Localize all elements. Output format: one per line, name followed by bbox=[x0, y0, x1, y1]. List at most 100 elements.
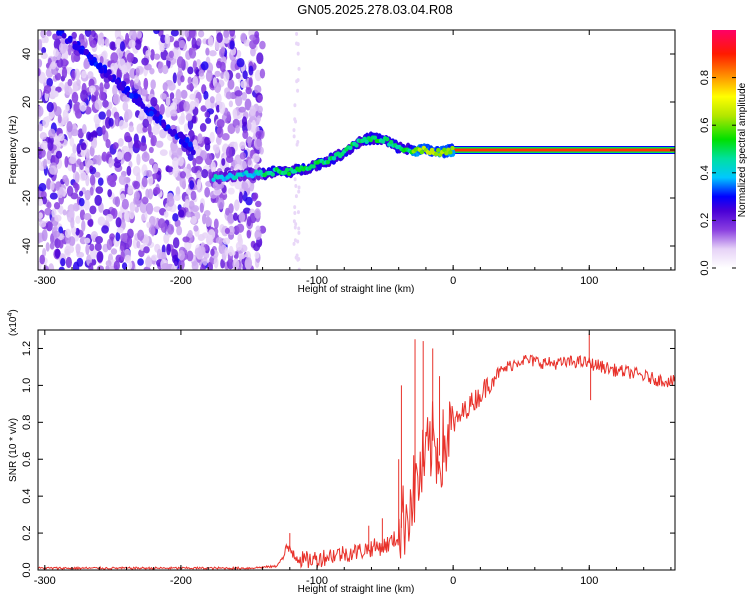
noise-blob bbox=[121, 198, 129, 210]
snr-x-tick-label: 0 bbox=[450, 575, 456, 587]
noise-blob bbox=[209, 96, 215, 104]
noise-blob bbox=[236, 57, 245, 68]
noise-blob bbox=[213, 144, 220, 154]
noise-blob bbox=[197, 30, 205, 38]
noise-blob bbox=[233, 212, 238, 221]
noise-blob bbox=[45, 242, 50, 252]
colorbar-tick-label: 0.8 bbox=[699, 70, 711, 85]
noise-blob bbox=[42, 158, 48, 170]
ridge-core bbox=[444, 151, 449, 156]
noise-blob bbox=[249, 105, 256, 116]
noise-blob bbox=[193, 225, 199, 232]
noise-blob bbox=[172, 48, 179, 60]
noise-blob bbox=[50, 61, 57, 70]
noise-blob bbox=[200, 105, 207, 112]
noise-blob bbox=[155, 140, 164, 148]
noise-blob bbox=[46, 221, 53, 232]
noise-blob bbox=[253, 242, 261, 252]
noise-blob bbox=[228, 100, 234, 108]
noise-blob bbox=[95, 235, 103, 244]
noise-blob bbox=[190, 190, 197, 201]
noise-blob bbox=[83, 59, 89, 70]
noise-blob bbox=[137, 229, 145, 241]
streak-blob bbox=[190, 149, 196, 156]
noise-blob bbox=[172, 167, 180, 174]
ridge-core bbox=[211, 177, 216, 182]
noise-blob bbox=[183, 123, 189, 133]
noise-speck bbox=[293, 205, 297, 210]
noise-blob bbox=[192, 76, 199, 88]
noise-blob bbox=[176, 56, 185, 68]
noise-blob bbox=[244, 257, 253, 269]
noise-blob bbox=[195, 155, 203, 165]
noise-blob bbox=[115, 217, 122, 228]
noise-blob bbox=[68, 208, 75, 220]
colorbar-gradient bbox=[712, 30, 736, 268]
noise-blob bbox=[201, 168, 209, 179]
noise-blob bbox=[165, 96, 171, 107]
noise-blob bbox=[191, 166, 199, 174]
noise-blob bbox=[126, 235, 133, 248]
noise-blob bbox=[62, 117, 67, 126]
snr-x-tick-label: -300 bbox=[34, 575, 56, 587]
noise-blob bbox=[97, 216, 106, 226]
noise-blob bbox=[166, 243, 171, 256]
noise-blob bbox=[233, 141, 238, 152]
streak-blob bbox=[133, 92, 139, 99]
noise-blob bbox=[119, 242, 125, 252]
noise-blob bbox=[83, 198, 90, 211]
noise-blob bbox=[228, 245, 234, 257]
noise-blob bbox=[225, 146, 233, 159]
noise-blob bbox=[112, 142, 119, 150]
noise-blob bbox=[145, 202, 154, 215]
noise-blob bbox=[234, 180, 243, 190]
noise-blob bbox=[178, 101, 185, 113]
noise-speck bbox=[294, 194, 298, 199]
noise-blob bbox=[112, 93, 121, 105]
noise-blob bbox=[60, 257, 66, 267]
noise-region bbox=[38, 30, 301, 270]
snr-scale-exponent: 4 bbox=[7, 313, 14, 317]
snr-y-tick-label: 0.8 bbox=[21, 415, 33, 430]
noise-blob bbox=[194, 97, 200, 108]
noise-blob bbox=[38, 58, 43, 68]
noise-blob bbox=[41, 229, 48, 242]
noise-blob bbox=[148, 131, 154, 138]
noise-blob bbox=[64, 228, 71, 238]
noise-blob bbox=[198, 249, 204, 260]
noise-blob bbox=[186, 83, 195, 91]
noise-blob bbox=[232, 108, 238, 121]
noise-blob bbox=[99, 91, 106, 101]
noise-blob bbox=[101, 125, 106, 135]
noise-blob bbox=[96, 250, 104, 263]
noise-blob bbox=[190, 216, 197, 225]
noise-blob bbox=[141, 213, 146, 222]
noise-speck bbox=[296, 140, 300, 145]
noise-blob bbox=[145, 169, 153, 178]
noise-blob bbox=[49, 180, 55, 191]
snr-spikes bbox=[289, 333, 592, 549]
noise-speck bbox=[292, 241, 296, 246]
noise-blob bbox=[58, 239, 64, 249]
noise-blob bbox=[165, 106, 172, 118]
noise-blob bbox=[226, 111, 231, 122]
snr-series-line bbox=[38, 354, 675, 570]
noise-blob bbox=[48, 263, 55, 270]
ridge-core bbox=[450, 145, 455, 151]
noise-blob bbox=[118, 174, 127, 186]
spectrogram-y-tick-label: 20 bbox=[21, 96, 33, 108]
streak-blob bbox=[61, 32, 67, 39]
noise-blob bbox=[52, 230, 61, 238]
noise-blob bbox=[75, 215, 81, 225]
noise-blob bbox=[97, 33, 102, 46]
noise-blob bbox=[254, 84, 262, 94]
spectrogram-x-tick-label: -100 bbox=[306, 275, 328, 287]
noise-speck bbox=[296, 210, 300, 215]
noise-blob bbox=[168, 50, 174, 59]
noise-blob bbox=[251, 193, 258, 202]
noise-blob bbox=[62, 209, 67, 216]
noise-blob bbox=[189, 93, 196, 100]
noise-blob bbox=[150, 225, 156, 237]
noise-blob bbox=[254, 138, 263, 151]
noise-blob bbox=[220, 258, 225, 269]
